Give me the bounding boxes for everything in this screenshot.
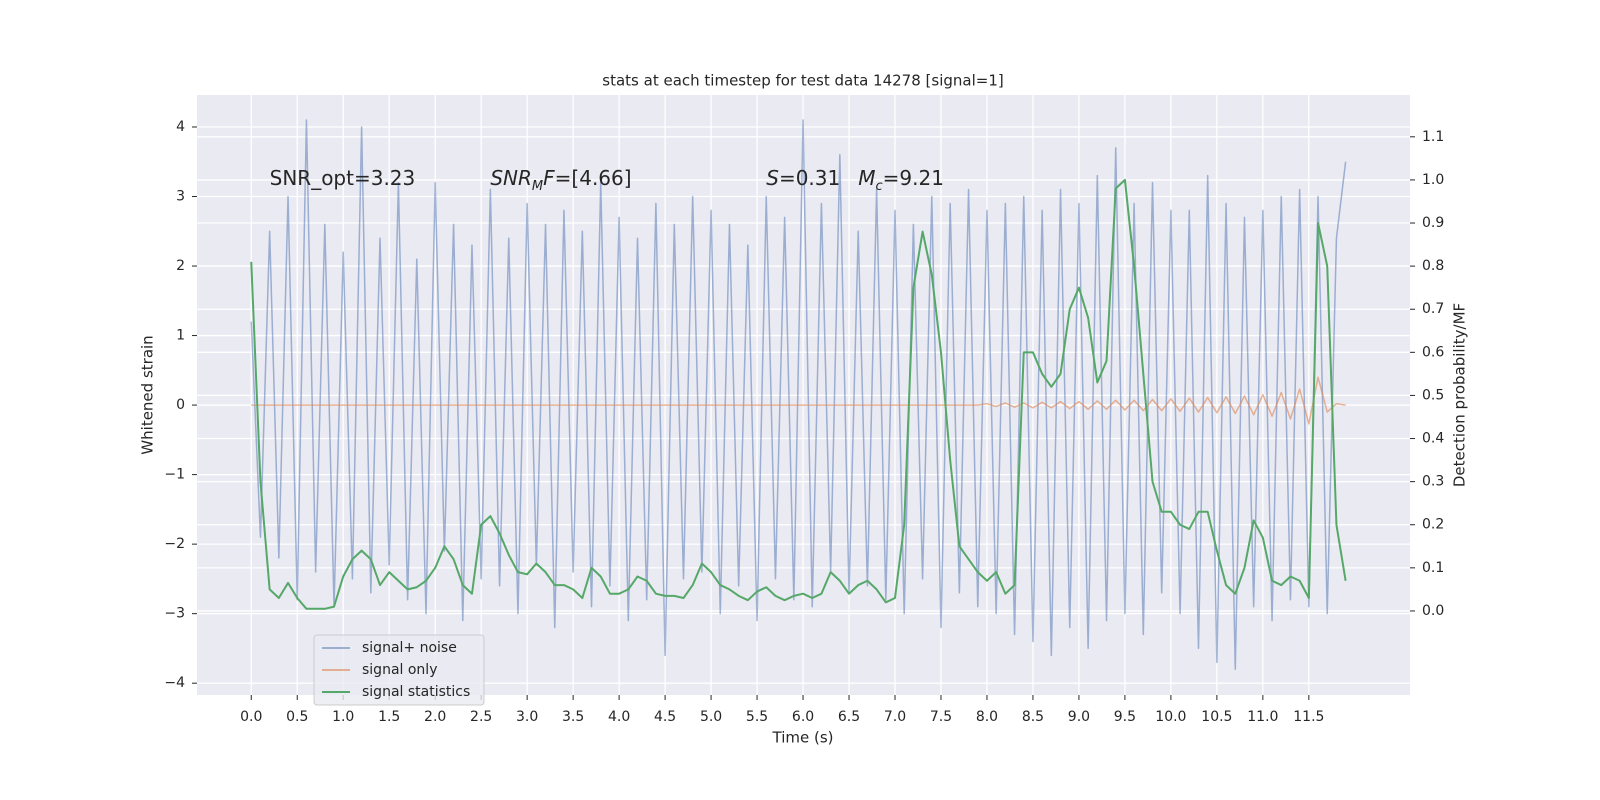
x-tick-label: 9.5	[1114, 709, 1136, 725]
x-tick-label: 4.5	[654, 709, 676, 725]
y2-tick-label: 0.2	[1422, 517, 1444, 533]
y2-tick-label: 0.7	[1422, 301, 1444, 317]
x-tick-label: 10.0	[1155, 709, 1186, 725]
y-tick-label: 4	[176, 119, 185, 135]
y2-tick-label: 0.0	[1422, 603, 1444, 619]
x-tick-label: 4.0	[608, 709, 630, 725]
annotation-part: SNR	[490, 166, 532, 190]
annotation: S=0.31	[766, 166, 840, 190]
annotation-part: c	[875, 179, 882, 194]
legend-label: signal+ noise	[362, 640, 457, 656]
x-tick-label: 11.5	[1293, 709, 1324, 725]
y-tick-label: 1	[176, 328, 185, 344]
x-tick-label: 8.0	[976, 709, 998, 725]
annotation-part: M	[858, 166, 875, 190]
x-tick-label: 9.0	[1068, 709, 1090, 725]
y-tick-label: −1	[164, 467, 185, 483]
legend-box	[313, 634, 485, 706]
annotation-part: =[4.66]	[555, 166, 632, 190]
x-tick-label: 10.5	[1201, 709, 1232, 725]
series-line	[250, 119, 1347, 671]
y2-tick-label: 0.6	[1422, 344, 1444, 360]
x-axis-label: Time (s)	[772, 729, 834, 747]
y-tick-label: −2	[164, 536, 185, 552]
x-tick-label: 1.0	[332, 709, 354, 725]
annotation: Mc=9.21	[858, 166, 944, 195]
y-axis-label: Whitened strain	[139, 335, 157, 454]
y2-tick-label: 0.8	[1422, 258, 1444, 274]
legend-label: signal only	[362, 662, 437, 678]
x-tick-label: 6.0	[792, 709, 814, 725]
y-tick-label: −4	[164, 675, 185, 691]
annotation-part: S	[766, 166, 779, 190]
series-line	[250, 178, 1347, 610]
x-tick-label: 11.0	[1247, 709, 1278, 725]
annotation-part: SNR_opt=3.23	[270, 166, 416, 190]
x-tick-label: 0.0	[240, 709, 262, 725]
y2-tick-label: 1.1	[1422, 129, 1444, 145]
x-tick-label: 3.5	[562, 709, 584, 725]
annotation: SNRMF=[4.66]	[490, 166, 631, 195]
x-tick-label: 7.5	[930, 709, 952, 725]
annotation: SNR_opt=3.23	[270, 166, 416, 190]
x-tick-label: 7.0	[884, 709, 906, 725]
y2-tick-label: 0.1	[1422, 560, 1444, 576]
y2-tick-label: 0.3	[1422, 474, 1444, 490]
legend-label: signal statistics	[362, 684, 470, 700]
legend: signal+ noise signal only signal statistic…	[313, 634, 485, 706]
annotation-part: M	[532, 179, 543, 194]
x-tick-label: 0.5	[286, 709, 308, 725]
x-tick-label: 3.0	[516, 709, 538, 725]
y2-tick-label: 0.9	[1422, 215, 1444, 231]
y-tick-label: 0	[176, 397, 185, 413]
x-tick-label: 6.5	[838, 709, 860, 725]
x-tick-label: 8.5	[1022, 709, 1044, 725]
annotation-part: =9.21	[883, 166, 944, 190]
annotation-part: F	[543, 166, 555, 190]
y2-tick-label: 0.5	[1422, 387, 1444, 403]
y-tick-label: 2	[176, 258, 185, 274]
y-tick-label: −3	[164, 606, 185, 622]
x-tick-label: 5.0	[700, 709, 722, 725]
x-tick-label: 1.5	[378, 709, 400, 725]
annotation-part: =0.31	[779, 166, 840, 190]
x-tick-label: 2.0	[424, 709, 446, 725]
series-line	[251, 376, 1346, 425]
y2-tick-label: 0.4	[1422, 431, 1444, 447]
chart-title: stats at each timestep for test data 142…	[602, 72, 1003, 90]
y-tick-label: 3	[176, 189, 185, 205]
x-tick-label: 5.5	[746, 709, 768, 725]
y2-tick-label: 1.0	[1422, 172, 1444, 188]
x-tick-label: 2.5	[470, 709, 492, 725]
y2-axis-label: Detection probability/MF	[1451, 303, 1469, 487]
